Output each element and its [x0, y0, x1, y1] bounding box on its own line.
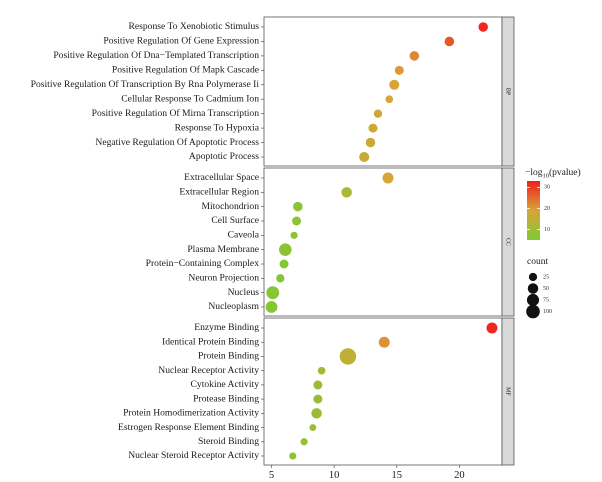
- term-label: Protease Binding: [193, 393, 259, 404]
- term-label: Positive Regulation Of Dna−Templated Tra…: [53, 50, 259, 61]
- x-tick-label: 15: [392, 470, 403, 481]
- dot: [276, 274, 285, 283]
- facet-strip: [501, 167, 515, 317]
- dot: [292, 216, 302, 226]
- x-tick-label: 20: [454, 470, 465, 481]
- dot: [266, 286, 280, 300]
- term-label: Positive Regulation Of Mapk Cascade: [112, 65, 259, 76]
- term-label: Extracellular Region: [179, 187, 259, 198]
- size-legend-label: 25: [543, 274, 549, 280]
- term-label: Estrogen Response Element Binding: [118, 422, 259, 433]
- term-label: Nuclear Receptor Activity: [158, 365, 259, 376]
- term-label: Negative Regulation Of Apoptotic Process: [95, 137, 259, 148]
- dot: [382, 172, 394, 184]
- color-legend-tick-label: 20: [544, 206, 550, 212]
- term-label: Cell Surface: [211, 215, 259, 226]
- dot: [289, 452, 297, 460]
- term-label: Protein Binding: [198, 351, 259, 362]
- dot: [317, 366, 326, 375]
- term-label: Mitochondrion: [201, 201, 259, 212]
- facet-panels: BP Response To Xenobiotic Stimulus Positiv…: [31, 16, 515, 466]
- dot: [365, 137, 376, 148]
- dot: [359, 151, 370, 163]
- facet-strip-label: BP: [505, 88, 511, 96]
- term-label: Apoptotic Process: [189, 151, 259, 162]
- dot: [309, 424, 317, 431]
- size-legend-label: 75: [543, 297, 549, 303]
- term-label: Caveola: [228, 230, 260, 241]
- color-legend-tick-label: 30: [544, 185, 550, 191]
- term-label: Plasma Membrane: [187, 244, 259, 255]
- dot: [279, 259, 289, 269]
- size-legend-dot: [527, 283, 539, 294]
- dot: [409, 51, 420, 61]
- term-label: Steroid Binding: [198, 436, 259, 447]
- term-label: Response To Xenobiotic Stimulus: [128, 21, 259, 32]
- dot: [313, 394, 323, 404]
- dot: [486, 322, 498, 334]
- color-legend-title: −log10(pvalue): [525, 167, 581, 180]
- facet-strip-label: CC: [505, 238, 511, 246]
- term-label: Cellular Response To Cadmium Ion: [121, 93, 259, 104]
- dot: [368, 123, 378, 133]
- dot: [265, 301, 278, 313]
- x-tick-label: 5: [269, 470, 274, 481]
- term-label: Identical Protein Binding: [162, 336, 259, 347]
- size-legend-label: 50: [543, 286, 549, 292]
- term-label: Positive Regulation Of Gene Expression: [103, 36, 259, 47]
- color-legend-tick-label: 10: [544, 227, 550, 233]
- facet-strip: [501, 16, 515, 167]
- facet-strip-label: MF: [505, 387, 511, 396]
- facet-strip: [501, 317, 515, 466]
- dot: [293, 201, 303, 212]
- dot: [300, 438, 308, 446]
- dot: [385, 95, 394, 104]
- term-label: Positive Regulation Of Transcription By …: [31, 79, 260, 90]
- panel-frame: [263, 16, 503, 167]
- dot: [341, 187, 352, 198]
- term-label: Nuclear Steroid Receptor Activity: [128, 450, 259, 461]
- x-tick-label: 10: [329, 470, 340, 481]
- size-legend-dot: [526, 293, 540, 307]
- dot: [311, 408, 322, 419]
- legend: −log10(pvalue) 10 20 30 count 25 50 75 100: [525, 167, 581, 319]
- color-legend-bar: [527, 181, 540, 240]
- term-label: Protein Homodimerization Activity: [123, 408, 259, 419]
- facet-mf: MF Enzyme Binding Identical Protein Bindin…: [118, 317, 515, 466]
- dot: [394, 65, 404, 75]
- panel-frame: [263, 167, 503, 317]
- dot: [290, 231, 298, 239]
- term-label: Cytokine Activity: [191, 379, 260, 390]
- x-axis: 5 10 15 20: [269, 465, 465, 481]
- dot: [444, 36, 455, 47]
- term-label: Neuron Projection: [188, 273, 259, 284]
- dot: [313, 380, 323, 390]
- term-label: Enzyme Binding: [194, 322, 259, 333]
- dot: [279, 243, 292, 256]
- term-label: Nucleus: [228, 287, 260, 298]
- term-label: Extracellular Space: [184, 172, 259, 183]
- term-label: Nucleoplasm: [208, 301, 259, 312]
- term-label: Protein−Containing Complex: [146, 258, 260, 269]
- facet-cc: CC Extracellular Space Extracellular Regio…: [146, 167, 515, 317]
- size-legend-title: count: [527, 257, 548, 267]
- term-label: Positive Regulation Of Mirna Transcripti…: [92, 108, 260, 119]
- dot: [478, 22, 488, 32]
- size-legend-dot: [526, 304, 540, 319]
- facet-bp: BP Response To Xenobiotic Stimulus Positiv…: [31, 16, 515, 167]
- term-label: Response To Hypoxia: [175, 122, 260, 133]
- size-legend-label: 100: [543, 309, 552, 315]
- dot: [389, 79, 400, 90]
- size-legend-dot: [528, 272, 538, 282]
- dot: [339, 348, 357, 365]
- dot: [378, 336, 390, 348]
- dot: [373, 109, 383, 118]
